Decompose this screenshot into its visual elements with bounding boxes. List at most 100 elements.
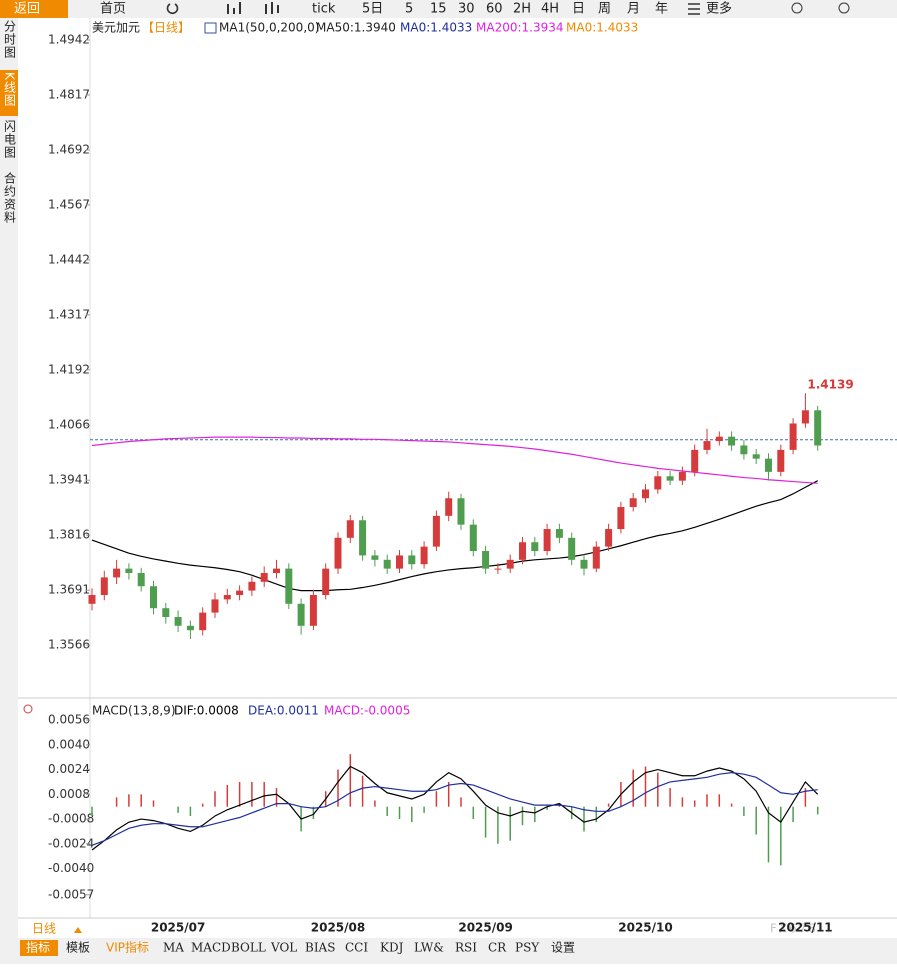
candle-body: [359, 520, 367, 556]
menu-icon: [688, 3, 700, 15]
y-tick-label: 1.3941: [48, 473, 90, 487]
side-tab[interactable]: 闪电图: [3, 120, 17, 159]
candle-body: [248, 581, 256, 591]
bottom-tab[interactable]: MACD: [191, 941, 231, 955]
toolbar-button[interactable]: 2H: [513, 2, 531, 17]
y-tick-label: 0.0024: [48, 762, 90, 776]
zoom-out-icon[interactable]: [791, 2, 803, 14]
active-bottom-tab: [20, 940, 58, 956]
candle-body: [260, 573, 268, 582]
candle-body: [752, 454, 760, 459]
legend-entry: MA50:1.3940: [316, 21, 396, 35]
legend-title: MACD(13,8,9): [92, 704, 176, 718]
candle-body: [691, 449, 699, 472]
candle-body: [740, 445, 748, 455]
candle-body: [494, 568, 502, 570]
toolbar-button[interactable]: 日: [572, 2, 585, 17]
toolbar-button[interactable]: 更多: [706, 1, 732, 17]
side-tab[interactable]: 合约资料: [3, 171, 17, 224]
period-selector[interactable]: 日线: [32, 922, 56, 936]
bottom-tab[interactable]: PSY: [515, 941, 540, 955]
candle-body: [801, 410, 809, 424]
back-button[interactable]: [0, 0, 68, 18]
toolbar-button[interactable]: 5: [405, 2, 413, 17]
y-tick-label: 0.0040: [48, 737, 90, 751]
bottom-tab[interactable]: BIAS: [305, 941, 335, 955]
candle-body: [703, 441, 711, 450]
x-tick-label: 2025/07: [151, 921, 205, 935]
y-tick-label: -0.0008: [48, 812, 94, 826]
bottom-tab[interactable]: KDJ: [380, 941, 404, 955]
bottom-tab[interactable]: 指标: [26, 940, 50, 955]
toolbar-button[interactable]: tick: [312, 2, 336, 17]
toolbar-button[interactable]: 月: [627, 2, 640, 17]
candle-body: [432, 515, 440, 547]
candle-body: [469, 524, 477, 552]
candle-body: [605, 529, 613, 547]
bottom-tab[interactable]: RSI: [455, 941, 477, 955]
candle-body: [543, 529, 551, 552]
legend-entry: DIF:0.0008: [174, 704, 239, 718]
candle-body: [654, 476, 662, 490]
toolbar-button[interactable]: 年: [655, 2, 668, 17]
candle-body: [346, 520, 354, 538]
toolbar-button[interactable]: 周: [598, 2, 611, 17]
candle-body: [186, 625, 194, 631]
active-tab: [0, 70, 18, 116]
refresh-icon[interactable]: [166, 3, 179, 15]
candle-body: [420, 546, 428, 565]
candle-body: [765, 458, 772, 472]
y-tick-label: 1.4567: [48, 197, 90, 211]
bottom-tab[interactable]: VIP指标: [106, 940, 149, 955]
candle-body: [150, 586, 157, 609]
candle-body: [580, 559, 588, 569]
y-tick-label: 0.0008: [48, 787, 90, 801]
period-arrow: [74, 927, 82, 933]
candle-body: [88, 595, 96, 604]
y-tick-label: 1.3816: [48, 528, 90, 542]
candle-body: [334, 537, 342, 569]
settings-icon[interactable]: [23, 704, 33, 714]
candle-body: [482, 551, 490, 569]
toolbar-button[interactable]: 30: [458, 2, 475, 17]
candle-body: [666, 476, 674, 481]
bottom-tab[interactable]: 模板: [66, 941, 90, 955]
x-tick-label: 2025/10: [618, 921, 672, 935]
candle-body: [236, 590, 244, 596]
candle-body: [531, 542, 539, 552]
bottom-tab[interactable]: BOLL: [231, 941, 266, 955]
zoom-in-icon[interactable]: [838, 2, 850, 14]
side-tab[interactable]: K线图: [3, 72, 17, 107]
candle-body: [568, 537, 576, 560]
bottom-tab[interactable]: VOL: [270, 941, 297, 955]
toolbar-button[interactable]: 15: [430, 2, 447, 17]
candle-body: [285, 568, 293, 604]
toolbar-button[interactable]: 60: [486, 2, 503, 17]
y-tick-label: 0.0056: [48, 713, 90, 727]
candle-body: [777, 449, 785, 472]
candle-body: [125, 568, 133, 574]
bottom-tab[interactable]: LW&: [414, 941, 444, 955]
legend-entry: DEA:0.0011: [248, 704, 319, 718]
y-tick-label: 1.4692: [48, 142, 90, 156]
chart-icons[interactable]: [227, 2, 279, 14]
candle-body: [383, 559, 391, 569]
candle-body: [678, 471, 686, 481]
macd-line: [91, 772, 818, 846]
candle-body: [555, 529, 563, 538]
bottom-tab[interactable]: 设置: [551, 941, 575, 955]
x-tick-label: 2025/09: [458, 921, 512, 935]
bottom-tab[interactable]: CCI: [345, 941, 368, 955]
toolbar-button[interactable]: 5日: [362, 2, 383, 17]
bottom-tab[interactable]: MA: [163, 941, 184, 955]
y-tick-label: 1.4942: [48, 32, 90, 46]
candle-body: [199, 612, 207, 631]
y-tick-label: 1.4817: [48, 87, 90, 101]
bottom-tab[interactable]: CR: [488, 941, 507, 955]
toolbar-button[interactable]: 首页: [100, 2, 126, 17]
legend-entry: MA0:1.4033: [566, 21, 638, 35]
side-tab[interactable]: 分时图: [3, 20, 17, 59]
candle-body: [445, 498, 453, 516]
toolbar-button[interactable]: 4H: [541, 2, 559, 17]
toolbar-button[interactable]: 返回: [14, 2, 40, 17]
